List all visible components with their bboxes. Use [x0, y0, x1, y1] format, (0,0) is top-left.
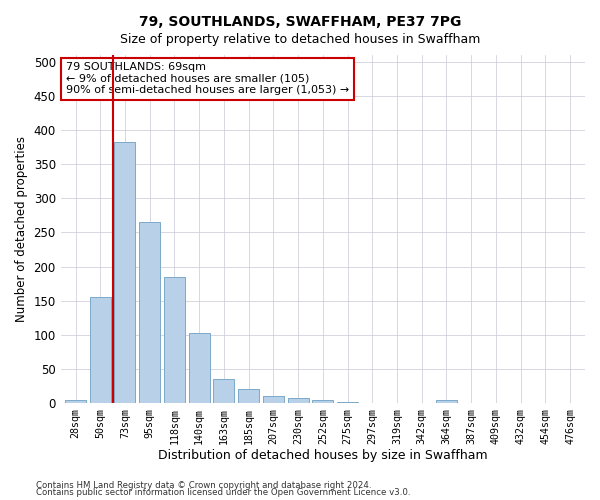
Text: Size of property relative to detached houses in Swaffham: Size of property relative to detached ho…: [120, 32, 480, 46]
Bar: [214, 379, 235, 403]
Bar: [65, 400, 86, 403]
Text: 79 SOUTHLANDS: 69sqm
← 9% of detached houses are smaller (105)
90% of semi-detac: 79 SOUTHLANDS: 69sqm ← 9% of detached ho…: [66, 62, 349, 95]
Bar: [188, 333, 209, 403]
Bar: [115, 142, 136, 403]
Text: Contains public sector information licensed under the Open Government Licence v3: Contains public sector information licen…: [36, 488, 410, 497]
X-axis label: Distribution of detached houses by size in Swaffham: Distribution of detached houses by size …: [158, 450, 488, 462]
Bar: [436, 400, 457, 403]
Text: 79, SOUTHLANDS, SWAFFHAM, PE37 7PG: 79, SOUTHLANDS, SWAFFHAM, PE37 7PG: [139, 15, 461, 29]
Bar: [139, 222, 160, 403]
Y-axis label: Number of detached properties: Number of detached properties: [15, 136, 28, 322]
Text: Contains HM Land Registry data © Crown copyright and database right 2024.: Contains HM Land Registry data © Crown c…: [36, 480, 371, 490]
Bar: [238, 390, 259, 403]
Bar: [313, 400, 334, 403]
Bar: [164, 277, 185, 403]
Bar: [263, 396, 284, 403]
Bar: [90, 298, 111, 403]
Bar: [287, 398, 308, 403]
Bar: [337, 402, 358, 403]
